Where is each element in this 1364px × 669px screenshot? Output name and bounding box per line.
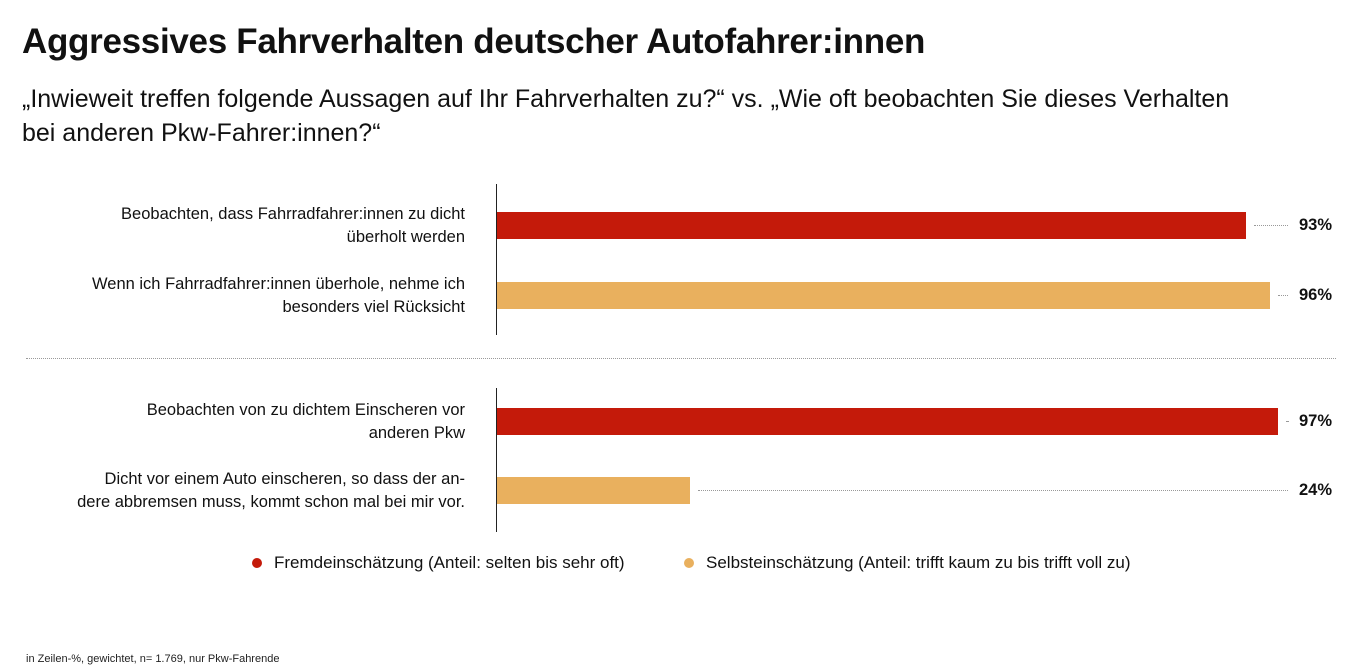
category-label: Beobachten, dass Fahrradfahrer:innen zu … [20,203,465,249]
data-label: 93% [1298,216,1332,234]
group-separator [26,358,1336,359]
y-axis-line [496,388,497,532]
y-axis-line [496,184,497,335]
category-label-line: Beobachten von zu dichtem Einscheren vor [146,401,465,419]
category-label-line: Wenn ich Fahrradfahrer:innen überhole, n… [92,275,465,293]
data-label: 97% [1298,412,1332,430]
value-leader-line [1277,295,1288,296]
bar-fremd [497,408,1278,435]
bar-selbst [497,477,691,504]
category-label-line: Beobachten, dass Fahrradfahrer:innen zu … [121,205,465,223]
category-label: Dicht vor einem Auto einscheren, so dass… [20,468,465,514]
data-label: 96% [1298,286,1332,304]
value-leader-line [1253,225,1288,226]
chart-subtitle: „Inwieweit treffen folgende Aussagen auf… [22,85,1230,147]
legend-label-fremd: Fremdeinschätzung (Anteil: selten bis se… [274,553,625,572]
value-leader-line [698,490,1288,491]
legend-label-selbst: Selbsteinschätzung (Anteil: trifft kaum … [706,553,1131,572]
bar-selbst [497,282,1270,309]
footnote: in Zeilen-%, gewichtet, n= 1.769, nur Pk… [26,653,280,665]
category-label-line: anderen Pkw [368,424,465,442]
legend-swatch-fremd [252,558,262,568]
category-label-line: überholt werden [346,228,465,246]
legend-swatch-selbst [684,558,694,568]
legend-item-fremd: Fremdeinschätzung (Anteil: selten bis se… [252,553,625,573]
chart-title: Aggressives Fahrverhalten deutscher Auto… [22,22,926,61]
data-label: 24% [1298,481,1332,499]
value-leader-line [1285,421,1288,422]
legend-item-selbst: Selbsteinschätzung (Anteil: trifft kaum … [684,553,1131,573]
category-label-line: Dicht vor einem Auto einscheren, so dass… [104,470,465,488]
category-label-line: besonders viel Rücksicht [282,298,466,316]
bar-fremd [497,212,1246,239]
category-label: Beobachten von zu dichtem Einscheren vor… [20,399,465,445]
category-label: Wenn ich Fahrradfahrer:innen überhole, n… [20,273,465,319]
category-label-line: dere abbremsen muss, kommt schon mal bei… [77,493,465,511]
